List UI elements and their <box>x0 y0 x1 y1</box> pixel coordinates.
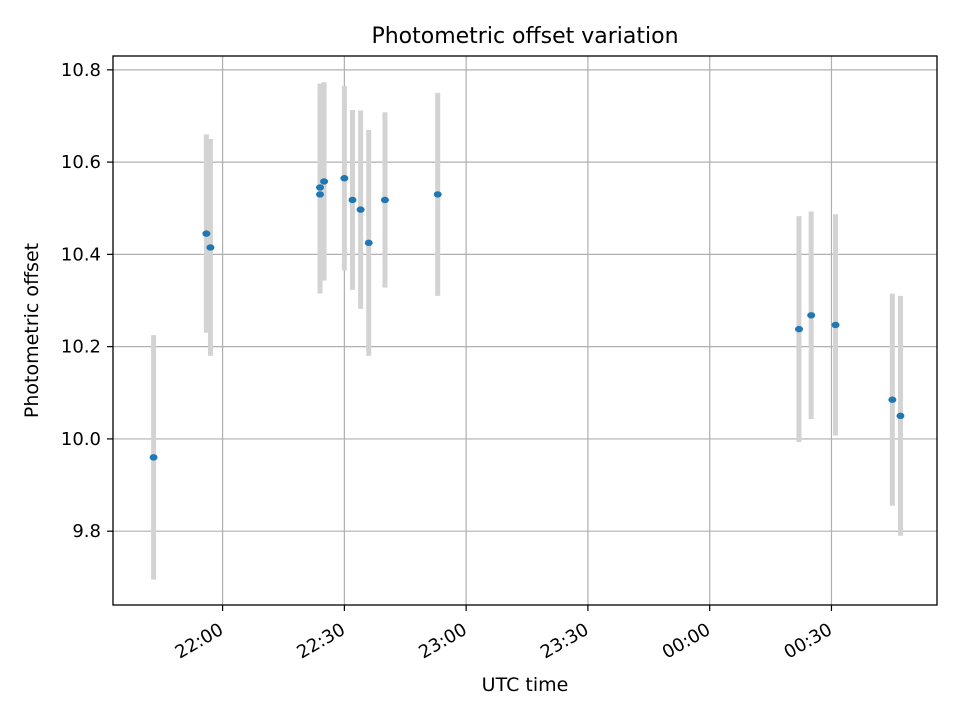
x-tick-label: 23:30 <box>537 619 592 663</box>
data-point <box>794 325 803 333</box>
data-point <box>888 396 897 403</box>
data-point <box>807 312 816 319</box>
y-tick-label: 10.8 <box>61 60 101 81</box>
data-point <box>316 184 325 191</box>
data-point <box>149 454 158 461</box>
y-tick-label: 10.6 <box>61 152 101 173</box>
data-point <box>348 196 357 204</box>
data-point <box>896 412 905 420</box>
x-tick-label: 23:00 <box>415 619 470 663</box>
data-point <box>202 230 211 237</box>
data-point <box>206 244 215 251</box>
y-axis-label: Photometric offset <box>21 243 43 418</box>
error-bars <box>151 82 903 580</box>
data-point <box>380 196 389 204</box>
x-tick-label: 00:30 <box>781 619 836 663</box>
data-points <box>149 175 905 461</box>
x-tick-label: 22:00 <box>172 619 227 663</box>
y-tick-label: 10.4 <box>61 244 101 265</box>
y-tick-label: 9.8 <box>72 521 101 542</box>
chart-title: Photometric offset variation <box>371 24 678 49</box>
data-point <box>364 239 373 247</box>
x-tick-label: 22:30 <box>293 619 348 663</box>
data-point <box>433 191 442 198</box>
data-point <box>356 206 365 213</box>
x-axis-label: UTC time <box>482 674 569 696</box>
y-tick-label: 10.2 <box>61 337 101 358</box>
axis-ticks: 22:00 22:30 23:00 23:30 00:00 00:30 9.8 10.0 10.… <box>61 60 836 663</box>
plot-frame <box>112 55 938 606</box>
data-point <box>340 175 349 182</box>
data-point <box>316 191 325 198</box>
x-tick-label: 00:00 <box>659 619 714 663</box>
data-point <box>831 321 840 329</box>
data-point <box>320 178 329 185</box>
y-tick-label: 10.0 <box>61 429 101 450</box>
